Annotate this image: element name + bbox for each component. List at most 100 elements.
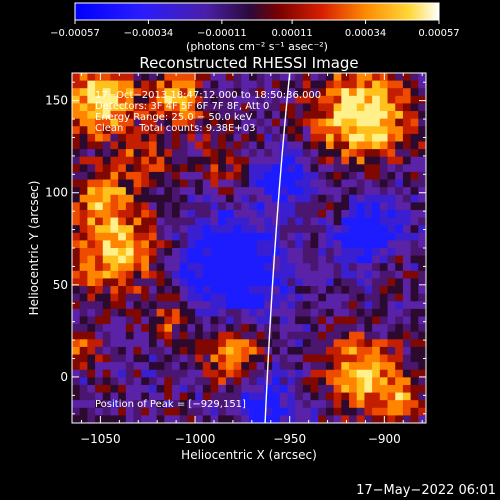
heatmap-cell xyxy=(349,400,358,409)
heatmap-cell xyxy=(133,415,142,423)
heatmap-cell xyxy=(379,171,389,181)
heatmap-cell xyxy=(410,164,419,173)
heatmap-cell xyxy=(410,194,419,203)
heatmap-cell xyxy=(379,263,389,272)
heatmap-cell xyxy=(118,339,127,348)
heatmap-cell xyxy=(141,149,150,158)
heatmap-cell xyxy=(233,95,242,105)
heatmap-cell xyxy=(148,331,158,340)
heatmap-cell xyxy=(279,225,289,234)
heatmap-cell xyxy=(233,126,242,135)
heatmap-cell xyxy=(272,339,281,348)
heatmap-cell xyxy=(325,103,335,112)
heatmap-cell xyxy=(364,88,373,97)
heatmap-cell xyxy=(179,209,189,219)
heatmap-cell xyxy=(356,248,366,257)
heatmap-cell xyxy=(118,263,127,272)
heatmap-cell xyxy=(272,202,281,211)
heatmap-cell xyxy=(156,118,165,127)
heatmap-cell xyxy=(110,164,119,173)
heatmap-cell xyxy=(179,346,189,356)
heatmap-cell xyxy=(133,111,142,120)
heatmap-cell xyxy=(118,164,127,173)
heatmap-cell xyxy=(387,149,396,158)
heatmap-cell xyxy=(318,111,327,120)
heatmap-cell xyxy=(410,255,419,264)
heatmap-cell xyxy=(241,141,250,150)
heatmap-cell xyxy=(287,293,296,302)
heatmap-cell xyxy=(156,270,165,280)
heatmap-cell xyxy=(133,126,142,135)
heatmap-cell xyxy=(325,286,335,295)
heatmap-cell xyxy=(102,156,112,165)
heatmap-cell xyxy=(356,331,366,340)
heatmap-cell xyxy=(310,248,319,257)
heatmap-cell xyxy=(295,118,304,127)
heatmap-cell xyxy=(125,164,135,173)
heatmap-cell xyxy=(195,346,204,356)
heatmap-cell xyxy=(387,232,396,241)
heatmap-cell xyxy=(264,187,273,196)
heatmap-cell xyxy=(395,324,404,333)
heatmap-cell xyxy=(349,179,358,188)
heatmap-cell xyxy=(295,255,304,264)
heatmap-cell xyxy=(79,194,88,203)
heatmap-cell xyxy=(95,171,104,181)
heatmap-cell xyxy=(148,362,158,371)
heatmap-cell xyxy=(202,88,212,97)
heatmap-cell xyxy=(410,171,419,181)
heatmap-cell xyxy=(95,308,104,318)
heatmap-cell xyxy=(379,293,389,302)
heatmap-cell xyxy=(179,255,189,264)
heatmap-cell xyxy=(187,202,196,211)
heatmap-cell xyxy=(133,103,142,112)
heatmap-cell xyxy=(410,156,419,165)
heatmap-cell xyxy=(148,80,158,89)
heatmap-cell xyxy=(325,324,335,333)
heatmap-cell xyxy=(295,270,304,280)
heatmap-cell xyxy=(341,141,350,150)
heatmap-cell xyxy=(110,354,119,363)
heatmap-cell xyxy=(210,217,219,226)
heatmap-cell xyxy=(264,400,273,409)
heatmap-cell xyxy=(72,331,81,340)
heatmap-cell xyxy=(318,301,327,310)
heatmap-cell xyxy=(187,232,196,241)
heatmap-cell xyxy=(272,286,281,295)
heatmap-cell xyxy=(372,377,381,386)
heatmap-cell xyxy=(233,384,242,394)
heatmap-cell xyxy=(402,194,412,203)
heatmap-cell xyxy=(341,187,350,196)
heatmap-cell xyxy=(256,232,265,241)
heatmap-cell xyxy=(310,232,319,241)
heatmap-cell xyxy=(118,369,127,378)
heatmap-cell xyxy=(218,286,227,295)
heatmap-cell xyxy=(125,324,135,333)
heatmap-cell xyxy=(356,362,366,371)
heatmap-cell xyxy=(241,164,250,173)
heatmap-cell xyxy=(249,133,258,143)
heatmap-cell xyxy=(210,202,219,211)
heatmap-cell xyxy=(279,293,289,302)
heatmap-cell xyxy=(110,95,119,105)
heatmap-cell xyxy=(72,339,81,348)
heatmap-cell xyxy=(179,263,189,272)
heatmap-cell xyxy=(102,202,112,211)
heatmap-cell xyxy=(410,248,419,257)
heatmap-cell xyxy=(79,286,88,295)
heatmap-cell xyxy=(233,255,242,264)
heatmap-cell xyxy=(272,270,281,280)
heatmap-cell xyxy=(279,209,289,219)
heatmap-cell xyxy=(395,407,404,416)
heatmap-cell xyxy=(187,80,196,89)
heatmap-cell xyxy=(118,362,127,371)
heatmap-cell xyxy=(349,202,358,211)
heatmap-cell xyxy=(349,217,358,226)
heatmap-cell xyxy=(125,346,135,356)
heatmap-cell xyxy=(249,362,258,371)
heatmap-cell xyxy=(218,308,227,318)
heatmap-cell xyxy=(264,232,273,241)
heatmap-cell xyxy=(418,339,426,348)
heatmap-cell xyxy=(395,248,404,257)
heatmap-cell xyxy=(387,225,396,234)
